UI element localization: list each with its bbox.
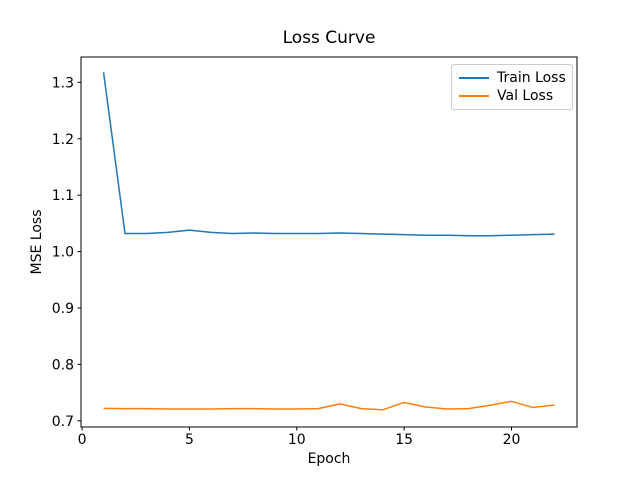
train-loss-line-sample — [459, 77, 489, 79]
train-loss-line — [102, 72, 555, 237]
legend-item-train-loss: Train Loss — [459, 71, 572, 85]
x-tick-label: 20 — [503, 432, 521, 448]
y-tick-label: 0.9 — [52, 301, 74, 317]
y-tick-label: 0.8 — [52, 357, 74, 373]
y-tick-label: 1.2 — [52, 132, 74, 148]
y-tick-label: 1.3 — [52, 75, 74, 91]
val-loss-line — [103, 400, 555, 411]
legend-label-val-loss: Val Loss — [497, 88, 554, 104]
y-tick-label: 1.1 — [52, 188, 74, 204]
x-tick-label: 5 — [185, 432, 194, 448]
x-tick-label: 10 — [288, 432, 306, 448]
legend-item-val-loss: Val Loss — [459, 89, 572, 103]
y-axis-label: MSE Loss — [29, 209, 45, 275]
y-tick-label: 0.7 — [52, 414, 74, 430]
val-loss-line-sample — [459, 95, 489, 97]
axes-border — [80, 56, 578, 428]
x-tick-label: 0 — [78, 432, 87, 448]
y-tick-label: 1.0 — [52, 245, 74, 261]
x-tick-label: 15 — [395, 432, 413, 448]
chart-title: Loss Curve — [282, 28, 376, 48]
x-axis-label: Epoch — [307, 451, 351, 467]
legend: Train Loss Val Loss — [451, 64, 573, 110]
legend-label-train-loss: Train Loss — [497, 70, 566, 86]
